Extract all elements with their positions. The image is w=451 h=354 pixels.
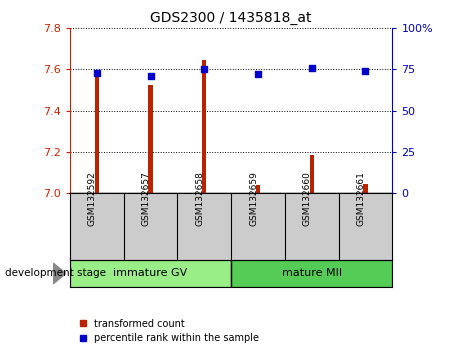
Legend: transformed count, percentile rank within the sample: transformed count, percentile rank withi… [75,315,263,347]
Text: development stage: development stage [5,268,106,279]
Bar [70,260,231,287]
Bar [95,77,99,193]
Bar [364,184,368,193]
Point [308,65,315,71]
Bar [202,60,207,193]
Title: GDS2300 / 1435818_at: GDS2300 / 1435818_at [150,11,312,24]
Bar [309,155,314,193]
Text: GSM132658: GSM132658 [195,171,204,226]
Point [201,67,208,72]
Text: GSM132592: GSM132592 [88,171,97,226]
Text: mature MII: mature MII [282,268,342,279]
Text: GSM132661: GSM132661 [356,171,365,226]
Point [254,72,262,77]
Bar [148,85,153,193]
Polygon shape [53,263,66,284]
Point [93,70,101,76]
Text: GSM132659: GSM132659 [249,171,258,226]
Bar [231,260,392,287]
Text: immature GV: immature GV [113,268,188,279]
Bar [256,185,260,193]
Point [362,68,369,74]
Text: GSM132660: GSM132660 [303,171,312,226]
Point [147,73,154,79]
Text: GSM132657: GSM132657 [142,171,151,226]
